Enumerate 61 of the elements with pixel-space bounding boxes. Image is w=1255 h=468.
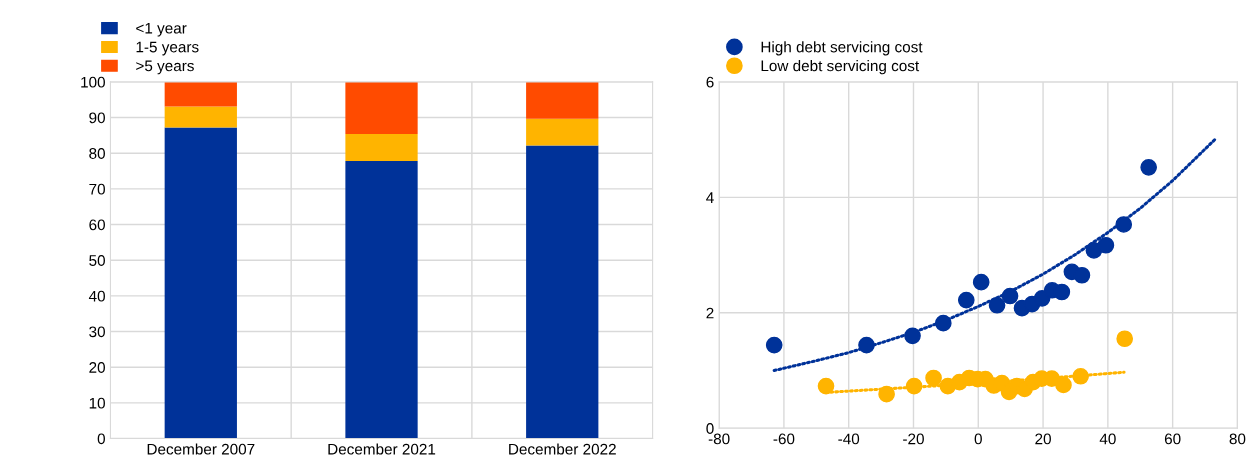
x-tick-label: 20 — [1035, 433, 1051, 445]
y-tick-label: 4 — [706, 192, 714, 203]
point — [878, 385, 895, 403]
y-tick-label: 10 — [89, 397, 105, 409]
legend-label: >5 years — [136, 60, 194, 75]
legend-label: 1-5 years — [136, 41, 199, 56]
point — [972, 273, 990, 291]
point — [925, 369, 942, 387]
x-tick-label: -80 — [708, 433, 730, 445]
point — [1073, 266, 1091, 284]
x-tick-label: 40 — [1099, 433, 1116, 445]
y-tick-label: 70 — [89, 183, 105, 195]
point — [934, 314, 952, 332]
x-tick-label: December 2022 — [509, 443, 616, 455]
x-tick-label: December 2021 — [328, 443, 436, 455]
point — [1097, 236, 1115, 254]
bar — [164, 106, 237, 128]
legend-label: <1 year — [136, 22, 187, 37]
bar — [345, 161, 418, 439]
point — [765, 336, 783, 354]
x-tick-label: -20 — [903, 433, 924, 445]
point — [1053, 283, 1071, 301]
point — [858, 336, 875, 354]
x-tick-label: 0 — [974, 433, 982, 445]
point — [1116, 330, 1134, 348]
point — [1115, 216, 1133, 233]
x-tick-label: -40 — [838, 433, 860, 445]
y-tick-label: 60 — [89, 219, 105, 231]
point — [988, 296, 1006, 314]
x-tick-label: -60 — [773, 433, 795, 445]
x-tick-label: December 2007 — [147, 443, 255, 455]
bar — [526, 145, 599, 439]
point — [1001, 287, 1019, 305]
bar — [526, 118, 599, 146]
y-tick-label: 90 — [89, 112, 105, 124]
x-tick-label: 80 — [1229, 433, 1246, 445]
y-tick-label: 40 — [88, 290, 105, 302]
y-tick-label: 100 — [81, 76, 105, 88]
bar — [345, 133, 418, 162]
legend-label: High debt servicing cost — [761, 41, 923, 56]
y-tick-label: 30 — [89, 326, 105, 338]
line-series — [772, 138, 1217, 373]
bar — [164, 81, 237, 107]
y-tick-label: 6 — [706, 76, 714, 88]
x-tick-label: 60 — [1164, 433, 1181, 445]
y-tick-label: 20 — [89, 362, 105, 373]
bar — [345, 81, 418, 134]
point — [1055, 376, 1072, 394]
point — [1072, 367, 1089, 385]
y-tick-label: 2 — [706, 307, 714, 319]
y-tick-label: 0 — [706, 423, 714, 434]
bar — [526, 81, 599, 119]
point — [1140, 158, 1158, 176]
bar — [164, 127, 237, 439]
point — [817, 377, 835, 395]
point — [957, 291, 975, 309]
legend-label: Low debt servicing cost — [761, 60, 920, 75]
point — [905, 377, 923, 395]
point — [904, 327, 921, 345]
y-tick-label: 50 — [89, 255, 105, 266]
y-tick-label: 80 — [89, 148, 105, 159]
